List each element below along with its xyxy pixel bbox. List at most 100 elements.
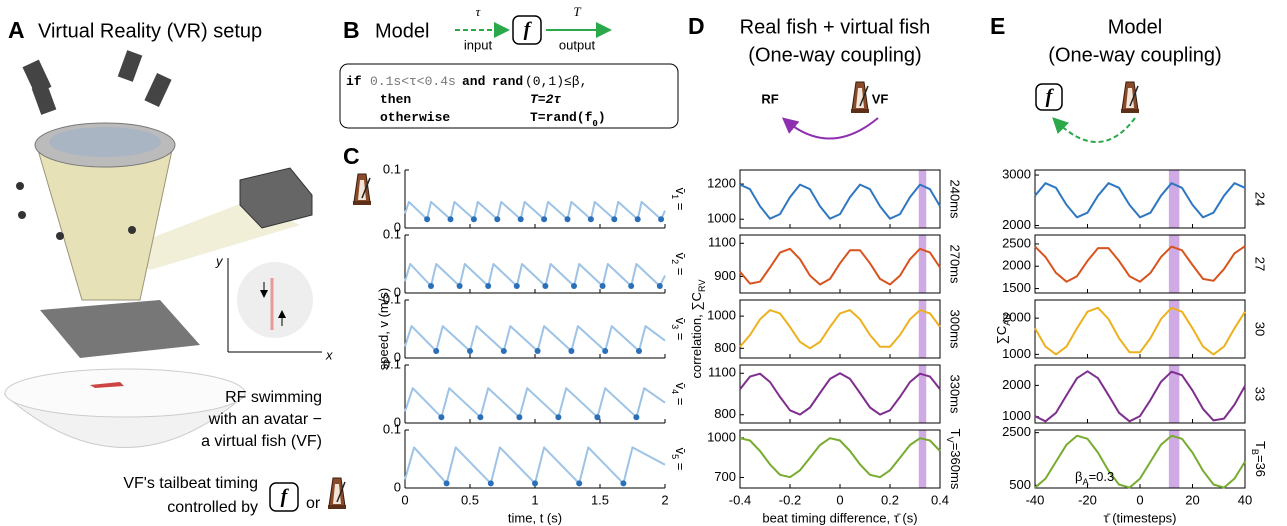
x-tick-label: 0 bbox=[1136, 492, 1143, 507]
side-label: TB=36 bbox=[1250, 441, 1268, 477]
y-tick-label: 0.1 bbox=[383, 421, 401, 436]
caption: a virtual fish (VF) bbox=[201, 433, 322, 450]
y-tick-label: 1000 bbox=[1002, 346, 1031, 361]
side-label: 27 bbox=[1253, 257, 1268, 271]
y-tick-label: 2000 bbox=[1002, 258, 1031, 273]
code-line: otherwise T=rand(f0) bbox=[380, 110, 606, 128]
data-point bbox=[555, 414, 562, 421]
highlight-band bbox=[1168, 300, 1180, 358]
data-point bbox=[541, 216, 548, 223]
data-line bbox=[404, 325, 666, 352]
data-line bbox=[1034, 306, 1246, 356]
data-point bbox=[438, 414, 445, 421]
x-tick-label: 1.5 bbox=[591, 492, 609, 507]
side-label: 270ms bbox=[948, 244, 963, 284]
side-label: v̄3 = bbox=[670, 318, 688, 341]
panel-label: E bbox=[990, 13, 1005, 39]
x-tick-label: 0.4 bbox=[931, 492, 949, 507]
output-label: output bbox=[559, 37, 596, 52]
input-symbol: τ bbox=[476, 4, 482, 19]
data-point bbox=[658, 216, 665, 223]
panel-title: (One-way coupling) bbox=[1048, 44, 1221, 66]
y-tick-label: 1500 bbox=[1002, 280, 1031, 295]
axes-frame bbox=[1034, 299, 1246, 359]
x-tick-label: -20 bbox=[1078, 492, 1097, 507]
caption: with an avatar − bbox=[208, 411, 322, 428]
x-tick-label: 40 bbox=[1238, 492, 1252, 507]
y-tick-label: 0.1 bbox=[383, 226, 401, 241]
data-point bbox=[424, 216, 431, 223]
axes-frame bbox=[1034, 234, 1246, 294]
side-label: 24 bbox=[1253, 192, 1268, 206]
data-point bbox=[576, 480, 583, 487]
vf-label: VF bbox=[872, 91, 889, 106]
highlight-band bbox=[918, 170, 927, 228]
f-symbol: f bbox=[281, 486, 290, 508]
y-tick-label: 1000 bbox=[707, 308, 736, 323]
y-tick-label: 0 bbox=[394, 479, 401, 494]
panel-title: Real fish + virtual fish bbox=[740, 16, 931, 38]
side-label: v̄2 = bbox=[670, 253, 688, 276]
metronome-icon bbox=[352, 173, 372, 206]
x-tick-label: 2 bbox=[661, 492, 668, 507]
y-tick-label: 700 bbox=[714, 469, 736, 484]
data-line bbox=[1034, 370, 1246, 423]
coupling-arrow bbox=[1052, 117, 1136, 143]
y-tick-label: 1100 bbox=[708, 235, 736, 250]
data-line bbox=[739, 247, 941, 286]
data-point bbox=[487, 480, 494, 487]
side-label: v̄4 = bbox=[670, 383, 688, 406]
side-label: v̄5 = bbox=[670, 448, 688, 471]
x-tick-label: 0 bbox=[836, 492, 843, 507]
metronome-icon bbox=[327, 477, 347, 510]
data-point bbox=[571, 283, 577, 290]
y-axis-label: speed, v (m/s) bbox=[376, 288, 391, 370]
highlight-band bbox=[918, 235, 927, 293]
data-point bbox=[516, 414, 523, 421]
data-point bbox=[587, 216, 594, 223]
y-tick-label: 500 bbox=[1009, 477, 1031, 492]
data-point bbox=[599, 283, 606, 290]
highlight-band bbox=[1168, 170, 1180, 228]
highlight-band bbox=[1168, 235, 1180, 293]
data-point bbox=[656, 283, 663, 290]
y-axis-label: correlation, ∑CRV bbox=[689, 279, 707, 379]
f-icon bbox=[512, 15, 542, 45]
x-tick-label: 0 bbox=[401, 492, 408, 507]
y-tick-label: 1000 bbox=[707, 429, 736, 444]
caption: or bbox=[306, 495, 321, 512]
panel-label: C bbox=[343, 143, 360, 169]
y-tick-label: 900 bbox=[714, 268, 736, 283]
y-tick-label: 1000 bbox=[707, 211, 736, 226]
data-line bbox=[404, 446, 666, 485]
data-line bbox=[739, 183, 941, 220]
highlight-band bbox=[1168, 430, 1180, 488]
data-point bbox=[542, 283, 549, 290]
side-label: 30 bbox=[1253, 322, 1268, 336]
x-tick-label: -40 bbox=[1026, 492, 1045, 507]
y-tick-label: 0.1 bbox=[383, 291, 401, 306]
code-line: then T=2τ bbox=[380, 92, 561, 107]
x-tick-label: 0.2 bbox=[881, 492, 899, 507]
caption: controlled by bbox=[167, 499, 258, 516]
data-point bbox=[620, 480, 627, 487]
y-tick-label: 2000 bbox=[1002, 310, 1031, 325]
data-point bbox=[456, 283, 463, 290]
caption: RF swimming bbox=[225, 389, 322, 406]
y-tick-label: 3000 bbox=[1002, 166, 1031, 181]
coupling-arrow bbox=[781, 117, 879, 140]
output-symbol: T bbox=[573, 4, 581, 19]
data-line bbox=[739, 309, 941, 350]
y-tick-label: 2000 bbox=[1002, 377, 1031, 392]
axes-frame bbox=[739, 429, 941, 489]
y-tick-label: 1000 bbox=[1002, 408, 1031, 423]
data-point bbox=[513, 283, 520, 290]
data-line bbox=[404, 200, 666, 221]
x-tick-label: -0.2 bbox=[779, 492, 801, 507]
highlight-band bbox=[918, 430, 927, 488]
highlight-band bbox=[1168, 365, 1180, 423]
x-tick-label: 0.5 bbox=[461, 492, 479, 507]
data-point bbox=[467, 348, 473, 355]
panel-title: (One-way coupling) bbox=[748, 44, 921, 66]
